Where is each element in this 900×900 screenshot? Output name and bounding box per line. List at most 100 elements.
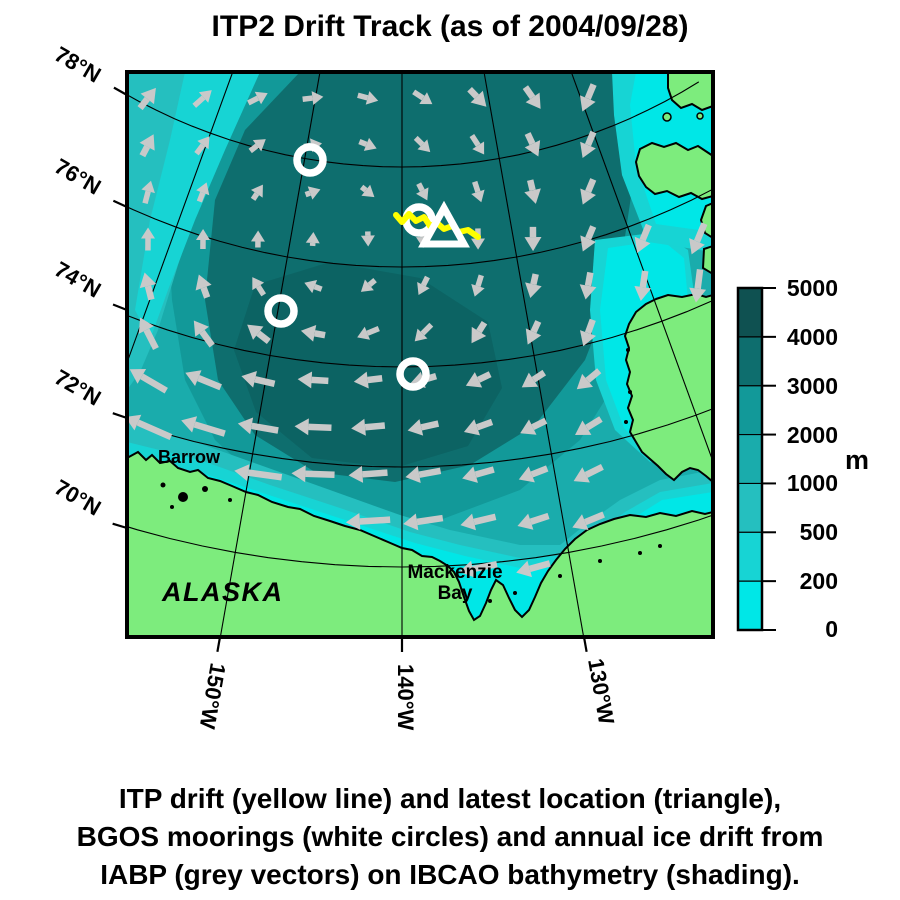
lake-speck — [178, 492, 188, 502]
ice-drift-arrow-head — [517, 513, 534, 530]
arctic-island — [701, 244, 713, 276]
ice-drift-arrow-head — [237, 417, 254, 435]
lake-speck — [488, 599, 492, 603]
ice-drift-arrow-shaft — [367, 375, 383, 384]
latest-location-triangle — [418, 200, 470, 248]
ice-drift-arrow-shaft — [639, 223, 652, 242]
ice-drift-arrow-shaft — [639, 270, 649, 288]
ice-drift-arrow-shaft — [467, 86, 480, 99]
colorbar-tick-200: 200 — [800, 568, 838, 594]
figure-caption: ITP drift (yellow line) and latest locat… — [0, 780, 900, 894]
ice-drift-arrow-head — [300, 324, 317, 342]
ice-drift-arrow-head — [247, 324, 264, 340]
ice-drift-arrow-shaft — [413, 135, 425, 147]
ice-drift-arrow-shaft — [357, 92, 369, 101]
ice-drift-arrow-shaft — [416, 514, 444, 526]
ice-drift-arrow-shaft — [199, 329, 215, 348]
ice-drift-arrow-head — [307, 186, 321, 200]
lon-tick — [216, 636, 222, 652]
ice-drift-arrow-head — [351, 418, 366, 436]
colorbar-tick-5000: 5000 — [787, 275, 838, 301]
parallel-line — [127, 188, 713, 268]
alaska-land — [127, 450, 713, 637]
ice-drift-arrow-shaft — [531, 369, 547, 383]
arctic-island — [634, 141, 713, 201]
ice-drift-arrow-head — [525, 328, 542, 345]
ice-drift-arrow-head — [579, 95, 596, 112]
parallel-line — [127, 408, 713, 468]
ice-drift-arrow-shaft — [139, 145, 151, 158]
ice-drift-arrow-shaft — [302, 95, 313, 102]
place-label-alaska: ALASKA — [161, 577, 284, 607]
ice-drift-arrow-shaft — [530, 320, 542, 334]
caption-line-2: BGOS moorings (white circles) and annual… — [76, 821, 824, 852]
ice-drift-arrow-head — [353, 371, 369, 389]
ice-drift-arrow-head — [197, 136, 210, 150]
ice-drift-arrow-shaft — [420, 322, 434, 336]
ice-drift-arrow-shaft — [247, 95, 260, 106]
ice-drift-arrow-shaft — [530, 273, 539, 286]
ice-drift-arrow-shaft — [584, 83, 597, 100]
lat-tick — [113, 86, 128, 96]
place-label-mackenzie-2: Bay — [438, 583, 473, 604]
ice-drift-arrow-head — [525, 282, 542, 298]
ice-drift-arrow-head — [579, 284, 597, 300]
ice-drift-arrow-head — [198, 90, 212, 103]
ice-drift-arrow-head — [140, 87, 156, 105]
lake-speck — [598, 559, 602, 563]
colorbar-tick-0: 0 — [825, 616, 838, 642]
colorbar-segment — [738, 434, 762, 484]
colorbar-segment — [738, 483, 762, 533]
ice-drift-arrow-shaft — [359, 184, 368, 193]
ice-drift-arrow-shaft — [585, 225, 597, 240]
ice-drift-arrow-head — [360, 235, 375, 247]
ice-drift-arrow-shaft — [200, 286, 211, 299]
ice-drift-arrow-head — [414, 328, 428, 342]
ice-drift-arrow-head — [129, 369, 147, 384]
ice-drift-vectors — [127, 83, 708, 578]
ice-drift-arrow-head — [138, 317, 154, 334]
ice-drift-arrow-head — [252, 139, 266, 152]
ice-drift-arrow-head — [254, 91, 268, 105]
ice-drift-arrow-head — [516, 560, 532, 578]
lake-speck — [638, 551, 642, 555]
colorbar-segment — [738, 385, 762, 436]
ice-drift-arrow-shaft — [194, 143, 206, 156]
ice-drift-arrow-shaft — [247, 469, 283, 481]
lat-label-74n: 74°N — [50, 256, 105, 302]
ice-drift-arrow-shaft — [524, 132, 536, 146]
ice-drift-arrow-head — [348, 465, 364, 483]
ice-drift-arrow-head — [250, 184, 263, 198]
ice-drift-arrow-head — [524, 188, 541, 204]
ice-drift-arrow-shaft — [476, 418, 494, 431]
arctic-islet — [696, 112, 704, 120]
map-overlay — [112, 70, 776, 652]
ice-drift-arrow-head — [417, 282, 430, 296]
ice-drift-arrow-shaft — [193, 421, 226, 437]
ice-drift-arrow-head — [459, 560, 475, 578]
ice-drift-arrow-head — [345, 513, 361, 530]
ice-drift-arrow-shaft — [527, 179, 536, 192]
ice-drift-arrow-head — [518, 466, 535, 483]
ice-drift-arrow-shaft — [475, 274, 484, 287]
ice-drift-arrow-head — [689, 287, 707, 303]
ice-drift-arrow-shaft — [585, 178, 597, 193]
arctic-islet — [662, 112, 672, 122]
ice-drift-arrow-head — [575, 420, 592, 436]
ice-drift-arrow-head — [576, 373, 593, 390]
ice-drift-arrow-shaft — [522, 85, 536, 100]
ice-drift-arrow-shaft — [584, 130, 597, 147]
parallel-line — [127, 299, 713, 368]
ice-drift-arrow-head — [297, 371, 313, 389]
ice-drift-arrow-shaft — [196, 191, 206, 203]
ice-drift-arrow-head — [572, 514, 589, 530]
lat-tick — [112, 199, 128, 208]
colorbar-tick-4000: 4000 — [787, 324, 838, 350]
bgos-mooring-circle — [293, 143, 327, 177]
ice-drift-arrow-head — [234, 464, 250, 482]
ice-drift-arrow-shaft — [313, 284, 323, 292]
ice-drift-arrow-head — [363, 137, 377, 151]
ice-drift-arrow-head — [573, 467, 590, 483]
ice-drift-arrow-head — [405, 466, 421, 484]
ice-drift-arrow-head — [241, 371, 257, 388]
